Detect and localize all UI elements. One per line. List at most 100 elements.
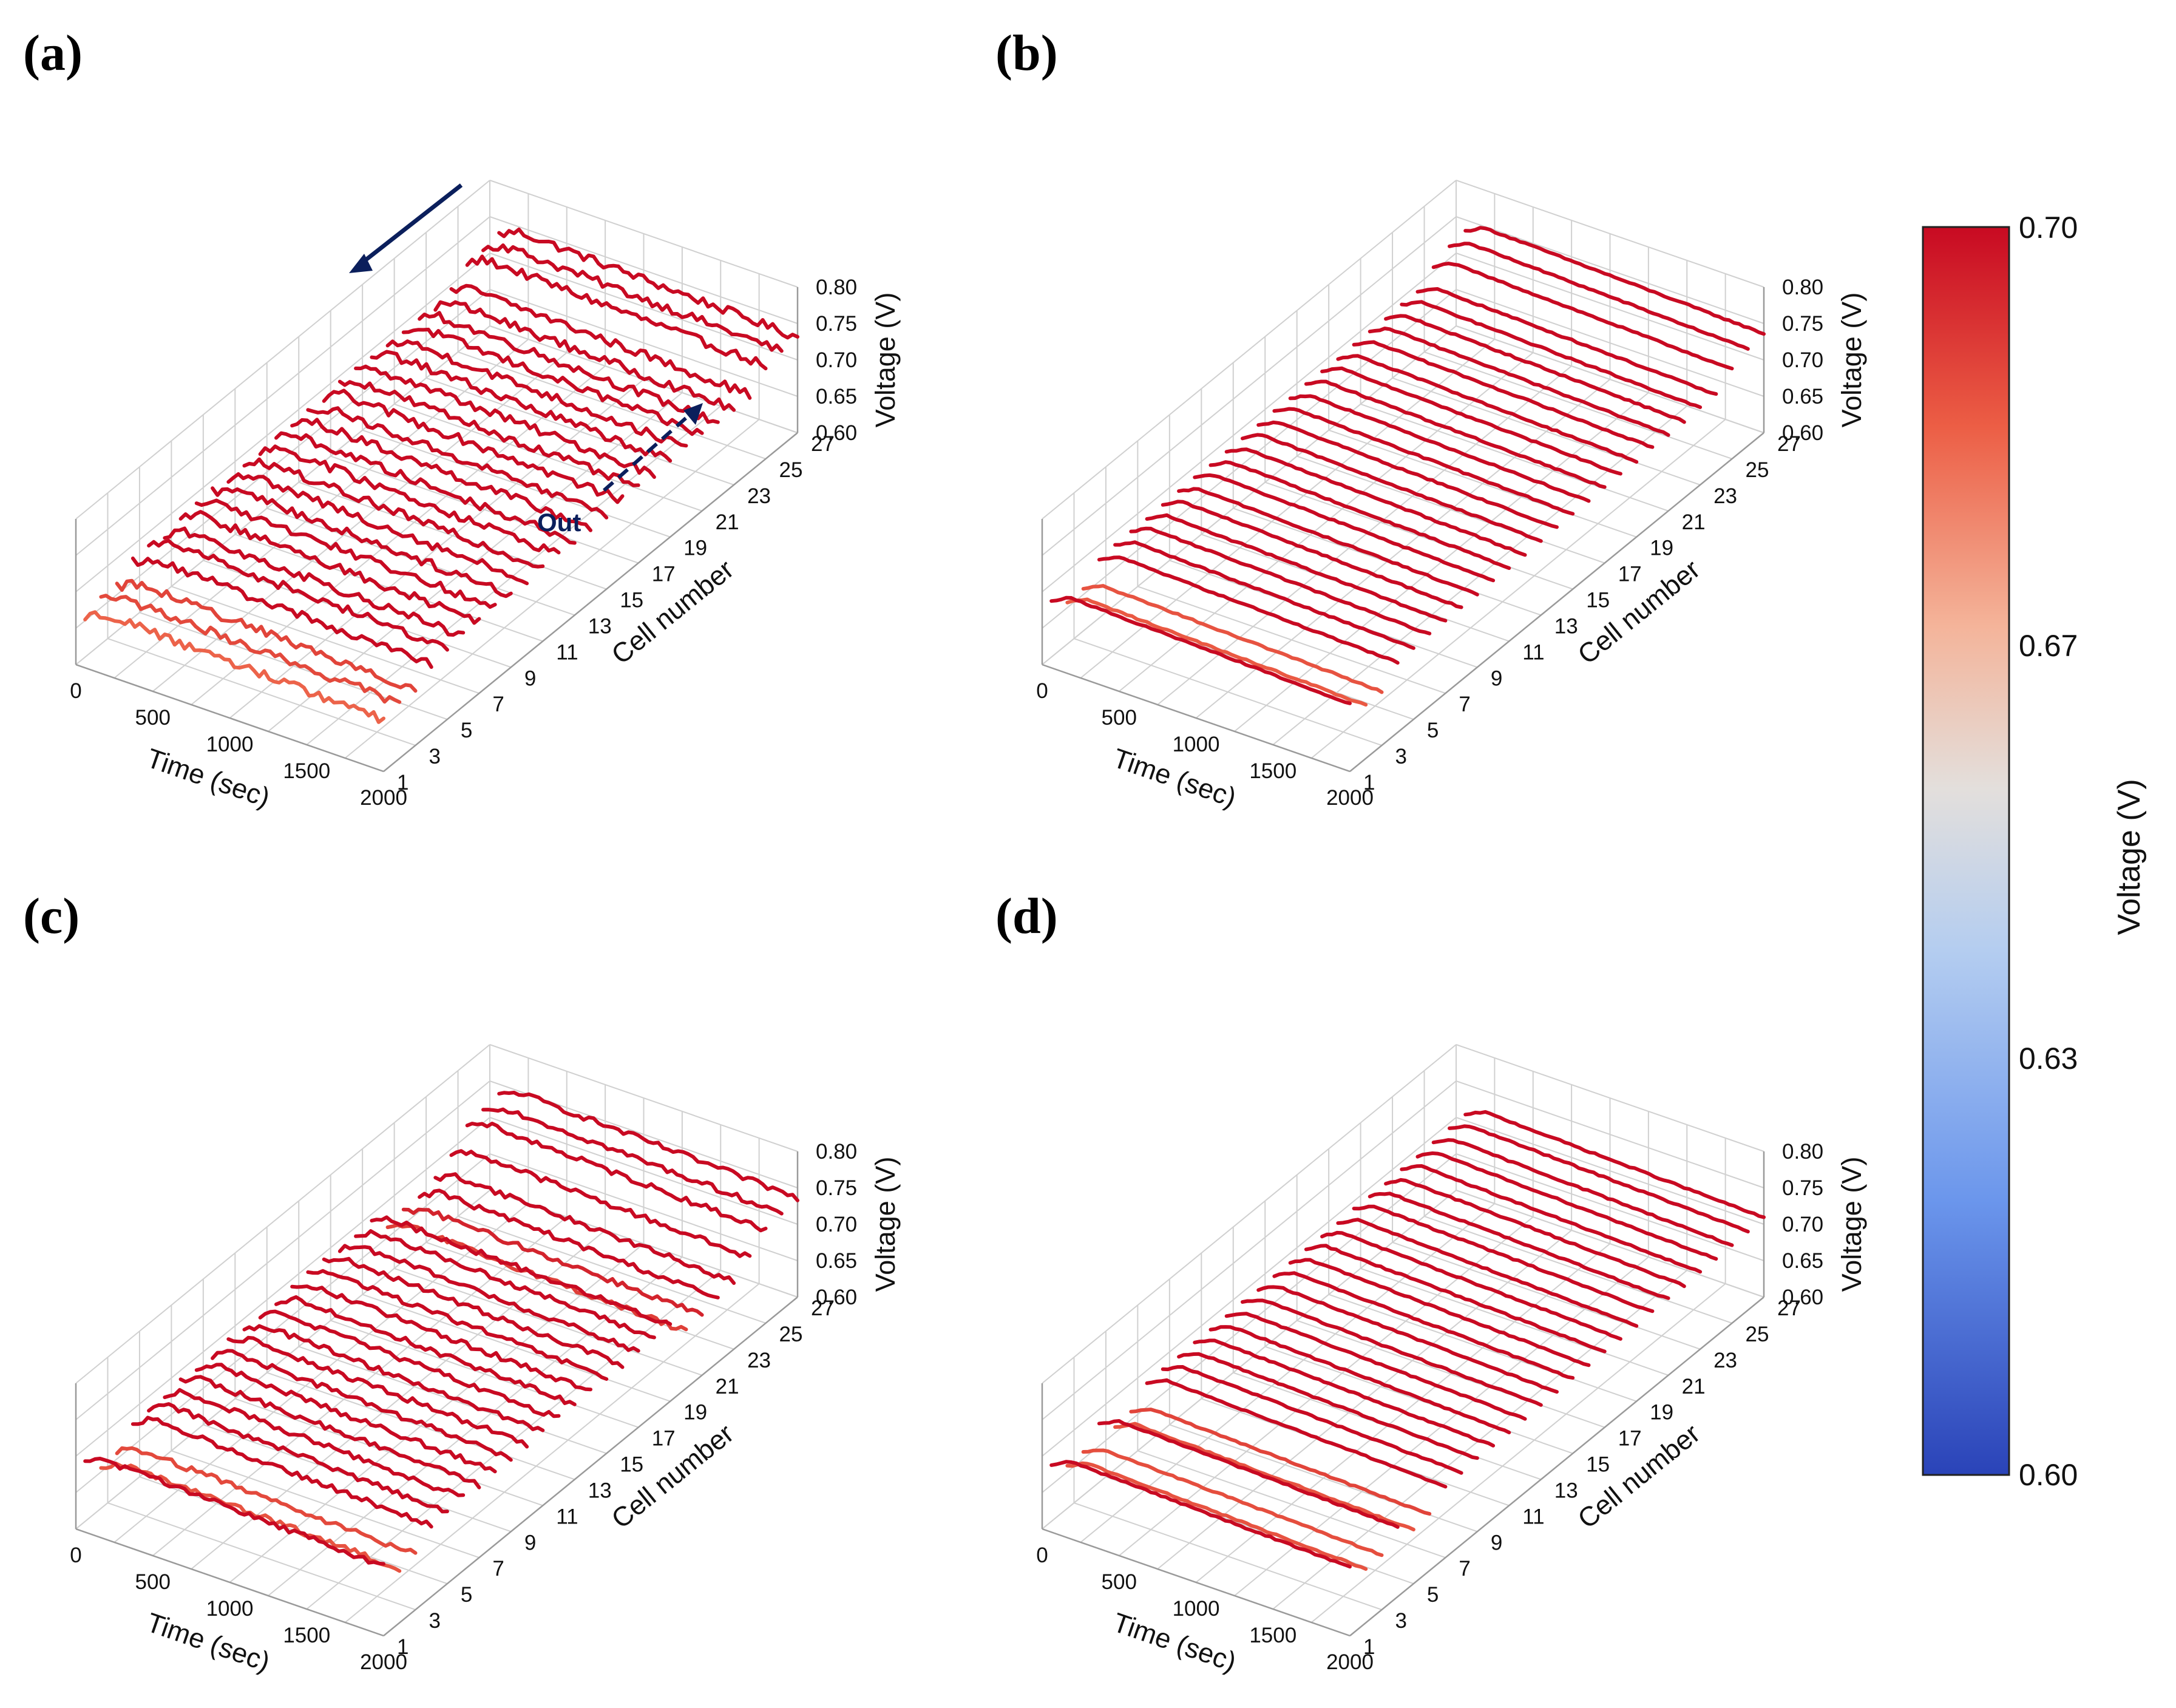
cell-tick-label: 13	[1554, 614, 1578, 638]
time-tick-label: 2000	[360, 1650, 407, 1674]
cell-trace-1	[83, 610, 385, 724]
cell-trace-2	[1065, 597, 1368, 707]
cell-trace-26	[481, 1107, 784, 1216]
cell-trace-16	[322, 388, 625, 504]
voltage-tick-label: 0.80	[1782, 1140, 1823, 1164]
tick-labels: 0500100015002000135791113151719212325270…	[1036, 276, 1823, 810]
cell-trace-6	[163, 526, 466, 637]
cell-trace-22	[418, 1188, 720, 1300]
cell-tick-label: 23	[1713, 484, 1737, 508]
time-tick-label: 1500	[283, 759, 330, 783]
cell-tick-label: 1	[1363, 771, 1375, 795]
cell-trace-19	[370, 350, 673, 463]
time-tick-label: 0	[70, 1544, 81, 1567]
cell-trace-7	[1145, 1378, 1448, 1489]
cell-trace-23	[1400, 300, 1703, 409]
cell-tick-label: 23	[1713, 1349, 1737, 1372]
voltage-tick-label: 0.70	[1782, 1213, 1823, 1236]
voltage-tick-label: 0.75	[816, 1176, 857, 1200]
cell-trace-8	[1161, 500, 1463, 609]
z-axis-title: Voltage (V)	[870, 1157, 901, 1292]
cell-tick-label: 27	[811, 432, 835, 456]
flow-annotation: Out	[349, 183, 703, 537]
outlet-arrow	[603, 411, 693, 492]
voltage-traces	[1049, 1110, 1766, 1571]
cell-trace-12	[1224, 447, 1527, 557]
voltage-tick-label: 0.60	[1782, 421, 1823, 445]
voltage-tick-label: 0.70	[1782, 348, 1823, 372]
voltage-tick-label: 0.65	[1782, 385, 1823, 408]
cell-trace-8	[1161, 1365, 1463, 1475]
panel-label: (d)	[995, 888, 1058, 944]
voltage-tick-label: 0.75	[816, 312, 857, 336]
cell-tick-label: 11	[556, 640, 578, 664]
cell-trace-10	[226, 472, 529, 586]
cell-trace-10	[1193, 473, 1496, 583]
z-axis-title: Voltage (V)	[1836, 293, 1867, 428]
cell-tick-label: 27	[1777, 432, 1801, 456]
cell-trace-22	[418, 311, 720, 424]
cell-tick-label: 5	[461, 1583, 472, 1607]
cell-trace-14	[290, 1284, 592, 1392]
outlet-arrowhead	[683, 403, 703, 425]
cell-tick-label: 9	[1491, 1531, 1502, 1554]
cell-trace-18	[1320, 366, 1622, 476]
cell-tick-label: 3	[1395, 745, 1406, 768]
grid	[75, 180, 799, 773]
cell-tick-label: 17	[652, 563, 676, 586]
cell-trace-15	[306, 406, 609, 520]
cell-trace-7	[1145, 513, 1448, 623]
cell-tick-label: 19	[683, 537, 707, 560]
time-tick-label: 2000	[360, 786, 407, 810]
cell-trace-4	[1097, 555, 1400, 665]
cell-trace-13	[274, 1295, 577, 1406]
cell-tick-label: 25	[1746, 1323, 1769, 1346]
cell-trace-5	[1113, 1422, 1415, 1531]
tick-labels: 0500100015002000135791113151719212325270…	[70, 276, 857, 810]
cell-trace-6	[1129, 1408, 1432, 1516]
cell-tick-label: 7	[492, 693, 504, 716]
panel-label: (c)	[23, 888, 80, 944]
cell-tick-label: 9	[524, 666, 536, 690]
cell-trace-20	[385, 339, 688, 448]
cell-trace-11	[1208, 460, 1511, 570]
cell-trace-4	[130, 1415, 433, 1529]
colorbar-gradient	[1922, 226, 2010, 1476]
cell-trace-24	[449, 1149, 752, 1258]
cell-tick-label: 21	[716, 510, 739, 534]
cell-trace-16	[322, 1256, 625, 1369]
cell-tick-label: 5	[461, 719, 472, 742]
cell-trace-26	[481, 243, 784, 353]
cell-trace-13	[1241, 433, 1543, 543]
colorbar-tick: 0.63	[2019, 1042, 2078, 1076]
cell-trace-9	[1177, 1352, 1479, 1460]
cell-trace-22	[1384, 1178, 1686, 1289]
cell-trace-21	[1368, 1191, 1670, 1300]
cell-tick-label: 15	[1586, 1453, 1610, 1477]
time-tick-label: 1500	[1249, 759, 1296, 783]
cell-tick-label: 9	[524, 1531, 536, 1554]
voltage-tick-label: 0.60	[1782, 1286, 1823, 1309]
cell-trace-21	[401, 327, 704, 436]
cell-tick-label: 5	[1427, 1583, 1439, 1607]
inlet-arrow	[356, 183, 463, 268]
voltage-tick-label: 0.80	[816, 276, 857, 299]
cell-trace-26	[1448, 1124, 1750, 1234]
cell-trace-3	[115, 578, 418, 693]
voltage-tick-label: 0.65	[1782, 1249, 1823, 1273]
cell-trace-1	[83, 1457, 385, 1566]
cell-trace-19	[370, 1215, 673, 1326]
cell-trace-23	[433, 300, 736, 412]
cell-trace-12	[1224, 1312, 1527, 1421]
cell-trace-3	[115, 1446, 418, 1555]
cell-tick-label: 27	[811, 1296, 835, 1320]
cell-trace-11	[1208, 1325, 1511, 1435]
cell-trace-27	[497, 227, 799, 340]
cell-tick-label: 21	[1682, 1375, 1706, 1398]
time-tick-label: 1000	[206, 733, 254, 756]
cell-trace-20	[1352, 1204, 1655, 1313]
cell-trace-5	[1113, 540, 1415, 650]
cell-trace-17	[1304, 1244, 1607, 1354]
cell-trace-16	[1288, 394, 1591, 503]
cell-tick-label: 19	[683, 1401, 707, 1425]
